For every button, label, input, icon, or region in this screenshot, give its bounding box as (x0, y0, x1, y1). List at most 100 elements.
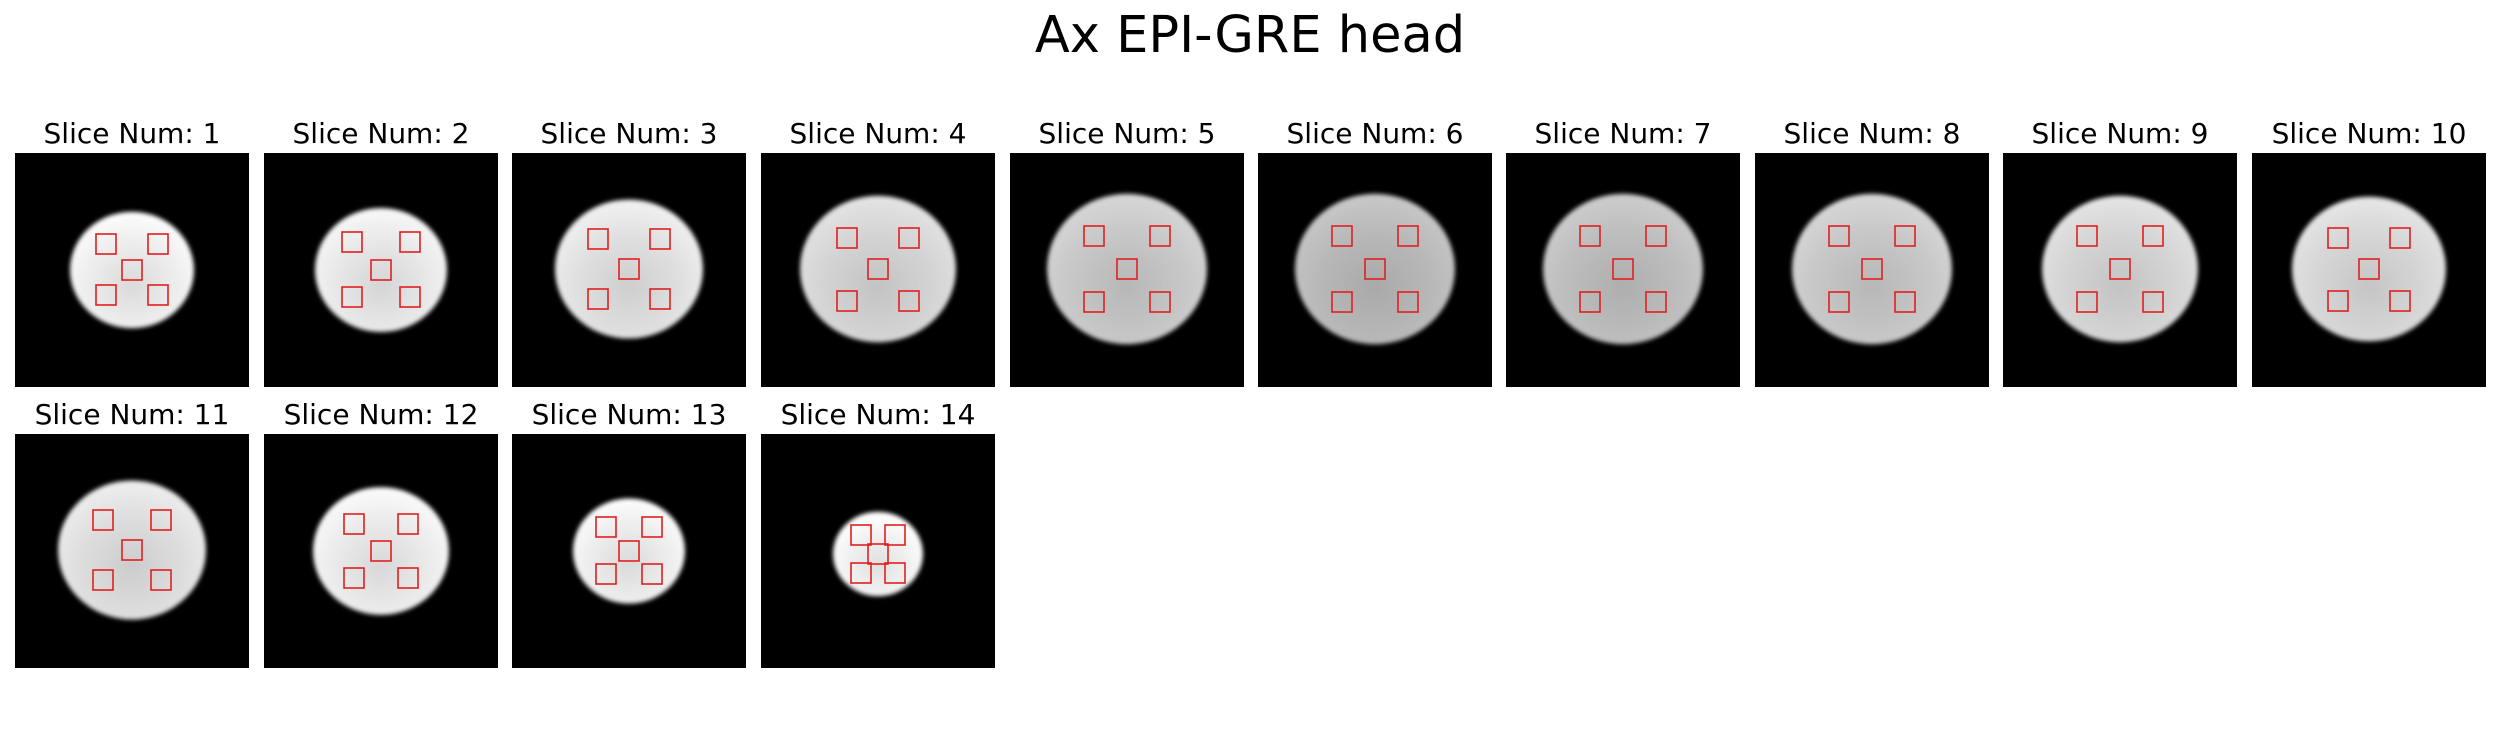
roi-box (618, 258, 640, 280)
roi-box (595, 516, 617, 538)
roi-box (867, 543, 889, 565)
slice-image-8 (1755, 153, 1989, 387)
slice-image-10 (2252, 153, 2486, 387)
slice-image-12 (264, 434, 498, 668)
slice-title-5: Slice Num: 5 (1038, 117, 1216, 150)
roi-box (147, 233, 169, 255)
roi-box (1149, 225, 1171, 247)
slice-title-10: Slice Num: 10 (2271, 117, 2467, 150)
roi-box (1331, 225, 1353, 247)
roi-box (343, 513, 365, 535)
slice-title-6: Slice Num: 6 (1286, 117, 1464, 150)
roi-box (884, 562, 906, 584)
roi-box (898, 290, 920, 312)
phantom-disc (573, 498, 685, 604)
phantom-disc (1047, 193, 1207, 345)
phantom-disc (58, 480, 206, 620)
roi-box (2389, 290, 2411, 312)
roi-box (1645, 225, 1667, 247)
roi-box (1083, 225, 1105, 247)
roi-box (92, 509, 114, 531)
roi-box (836, 227, 858, 249)
roi-box (1397, 291, 1419, 313)
roi-box (2327, 290, 2349, 312)
figure-title: Ax EPI-GRE head (1034, 6, 1466, 65)
roi-box (898, 227, 920, 249)
roi-box (92, 569, 114, 591)
roi-box (1331, 291, 1353, 313)
slice-image-1 (15, 153, 249, 387)
slice-title-4: Slice Num: 4 (789, 117, 967, 150)
roi-box (1645, 291, 1667, 313)
roi-box (587, 288, 609, 310)
roi-box (2327, 227, 2349, 249)
phantom-disc (313, 487, 449, 615)
roi-box (1894, 291, 1916, 313)
roi-box (867, 258, 889, 280)
roi-box (95, 284, 117, 306)
roi-box (850, 524, 872, 546)
roi-box (2076, 291, 2098, 313)
phantom-disc (1295, 193, 1455, 345)
roi-box (1861, 258, 1883, 280)
roi-box (397, 567, 419, 589)
roi-box (399, 286, 421, 308)
slice-title-13: Slice Num: 13 (531, 398, 727, 431)
roi-box (121, 259, 143, 281)
slice-title-2: Slice Num: 2 (292, 117, 470, 150)
slice-image-11 (15, 434, 249, 668)
slice-image-6 (1258, 153, 1492, 387)
roi-box (850, 562, 872, 584)
roi-box (1894, 225, 1916, 247)
roi-box (1083, 291, 1105, 313)
roi-box (595, 563, 617, 585)
slice-image-7 (1506, 153, 1740, 387)
roi-box (1579, 225, 1601, 247)
roi-box (343, 567, 365, 589)
phantom-disc (1543, 193, 1703, 345)
roi-box (641, 516, 663, 538)
slice-image-2 (264, 153, 498, 387)
roi-box (1397, 225, 1419, 247)
slice-title-3: Slice Num: 3 (540, 117, 718, 150)
roi-box (2076, 225, 2098, 247)
slice-image-13 (512, 434, 746, 668)
slice-image-9 (2003, 153, 2237, 387)
roi-box (370, 540, 392, 562)
roi-box (641, 563, 663, 585)
roi-box (121, 539, 143, 561)
roi-box (341, 286, 363, 308)
slice-image-3 (512, 153, 746, 387)
slice-title-14: Slice Num: 14 (780, 398, 976, 431)
phantom-disc (800, 195, 956, 343)
roi-box (1579, 291, 1601, 313)
slice-image-4 (761, 153, 995, 387)
slice-title-1: Slice Num: 1 (43, 117, 221, 150)
roi-box (2358, 258, 2380, 280)
roi-box (2389, 227, 2411, 249)
phantom-disc (2042, 195, 2198, 343)
roi-box (399, 231, 421, 253)
phantom-disc (555, 199, 703, 339)
roi-box (150, 569, 172, 591)
roi-box (397, 513, 419, 535)
roi-box (147, 284, 169, 306)
roi-box (2109, 258, 2131, 280)
slice-image-5 (1010, 153, 1244, 387)
roi-box (2142, 225, 2164, 247)
roi-box (1612, 258, 1634, 280)
roi-box (150, 509, 172, 531)
roi-box (836, 290, 858, 312)
roi-box (95, 233, 117, 255)
roi-box (1149, 291, 1171, 313)
roi-box (649, 228, 671, 250)
phantom-disc (70, 211, 194, 329)
roi-box (1828, 225, 1850, 247)
roi-box (1364, 258, 1386, 280)
roi-box (1116, 258, 1138, 280)
slice-title-9: Slice Num: 9 (2031, 117, 2209, 150)
roi-box (618, 540, 640, 562)
slice-title-11: Slice Num: 11 (34, 398, 230, 431)
roi-box (370, 259, 392, 281)
roi-box (2142, 291, 2164, 313)
